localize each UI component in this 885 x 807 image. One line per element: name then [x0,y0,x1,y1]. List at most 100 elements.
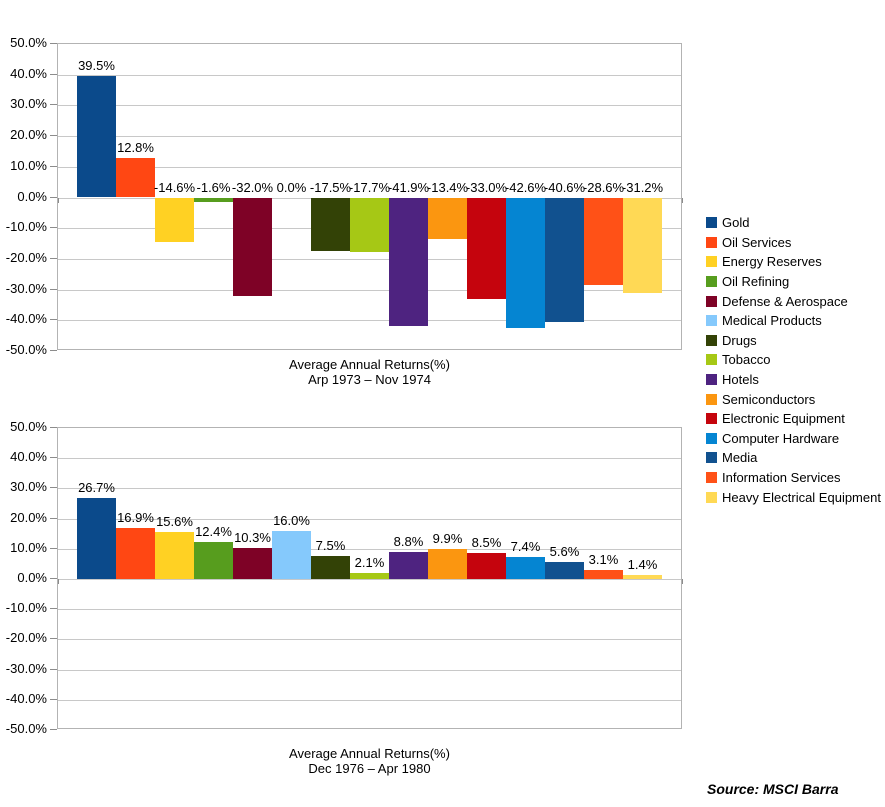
bottom-chart-title-line2: Dec 1976 – Apr 1980 [308,761,431,776]
bar-value-label: 9.9% [432,531,463,547]
bar-value-label: 0.0% [276,179,307,195]
legend-label: Information Services [722,470,841,486]
legend-item: Computer Hardware [706,429,881,449]
legend-swatch [706,334,717,346]
bar-value-label: 26.7% [78,480,115,496]
y-axis-tick-label: 30.0% [10,479,47,495]
legend-item: Media [706,448,881,468]
bar-value-label: -1.6% [196,179,231,195]
bar-value-label: -17.7% [348,179,391,195]
legend-item: Heavy Electrical Equipment [706,487,881,507]
bar-heavy-electrical-equipment [623,574,662,579]
legend-label: Defense & Aerospace [722,293,848,309]
plot-area: 26.7% 16.9% 15.6% 12.4% 10.3% 16.0% 7.5% 2.1% 8.… [57,427,683,729]
legend-item: Oil Refining [706,272,881,292]
bar-media [545,562,584,579]
bar-oil-services [116,158,155,198]
legend-swatch [706,295,717,307]
bar-value-label: 16.9% [117,509,154,525]
legend-item: Defense & Aerospace [706,291,881,311]
bottom-chart-axis-title: Average Annual Returns(%) Dec 1976 – Apr… [57,746,682,776]
legend-swatch [706,472,717,484]
bar-semiconductors [428,197,467,239]
y-axis-tick-label: -10.0% [5,600,47,616]
legend-label: Medical Products [722,313,822,329]
gridline [58,289,681,291]
plot-area: 39.5% 12.8% -14.6% -1.6% -32.0% 0.0% -17.5% -17… [57,43,683,350]
bar-computer-hardware [506,556,545,579]
bar-value-label: 8.8% [393,534,424,550]
bar-value-label: 12.4% [195,523,232,539]
legend-swatch [706,315,717,327]
bar-value-label: 16.0% [273,512,310,528]
bar-value-label: 7.5% [315,538,346,554]
y-axis-tick-mark [50,135,57,137]
legend-label: Media [722,450,758,466]
y-axis-tick-label: 0.0% [17,570,47,585]
legend-label: Energy Reserves [722,254,822,270]
bar-value-label: -42.6% [504,179,547,195]
x-axis-tick-mark [682,197,683,203]
legend-label: Semiconductors [722,391,816,407]
bar-value-label: -17.5% [309,179,352,195]
y-axis-tick-mark [50,638,57,640]
y-axis-tick-label: -20.0% [5,630,47,646]
y-axis-tick-label: 50.0% [10,419,47,434]
bar-information-services [584,569,623,579]
bar-value-label: 8.5% [471,535,502,551]
y-axis-tick-mark [50,608,57,610]
legend-item: Medical Products [706,311,881,331]
y-axis-tick-label: 40.0% [10,449,47,465]
gridline [58,699,681,701]
y-axis-tick-label: -10.0% [5,219,47,235]
y-axis-tick-label: -50.0% [5,721,47,736]
bar-value-label: -13.4% [426,179,469,195]
bar-electronic-equipment [467,553,506,579]
gridline [58,669,681,671]
bar-value-label: -40.6% [543,179,586,195]
y-axis-tick-mark [50,517,57,519]
bar-heavy-electrical-equipment [623,197,662,294]
y-axis-tick-mark [50,457,57,459]
y-axis-tick-label: 40.0% [10,65,47,81]
bar-value-label: -32.0% [231,179,274,195]
y-axis-tick-mark [50,257,57,259]
y-axis-tick-mark [50,487,57,489]
legend-swatch [706,276,717,288]
bar-value-label: -31.2% [621,179,664,195]
bar-value-label: 39.5% [78,58,115,74]
bar-gold [77,76,116,198]
bar-information-services [584,197,623,286]
legend-swatch [706,491,717,503]
y-axis-tick-label: 50.0% [10,35,47,50]
gridline [58,609,681,611]
bar-defense-aerospace [233,197,272,296]
bar-defense-aerospace [233,547,272,579]
bottom-chart-title-line1: Average Annual Returns(%) [289,746,450,761]
legend-label: Hotels [722,372,759,388]
gridline [58,488,681,490]
top-chart-axis-title: Average Annual Returns(%) Arp 1973 – Nov… [57,357,682,387]
bar-value-label: 12.8% [117,140,154,156]
bar-oil-refining [194,197,233,203]
y-axis-tick-mark [50,319,57,321]
bar-value-label: 7.4% [510,538,541,554]
gridline [58,74,681,76]
bar-semiconductors [428,549,467,579]
bar-media [545,197,584,323]
y-axis-tick-mark [50,227,57,229]
legend-label: Drugs [722,332,757,348]
legend-swatch [706,236,717,248]
y-axis-tick-mark [50,668,57,670]
y-axis-tick-mark [50,196,57,198]
x-axis-tick-mark [58,579,59,584]
bar-value-label: -14.6% [153,179,196,195]
legend-swatch [706,354,717,366]
legend-swatch [706,374,717,386]
legend-item: Oil Services [706,233,881,253]
legend-label: Oil Services [722,234,792,250]
bar-value-label: 5.6% [549,544,580,560]
bar-gold [77,498,116,579]
legend-label: Tobacco [722,352,771,368]
